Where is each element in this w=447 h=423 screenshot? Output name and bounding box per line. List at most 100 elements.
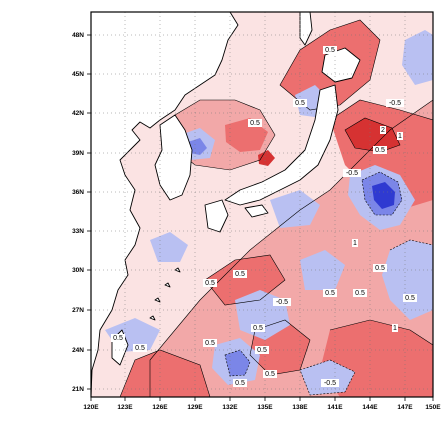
negative-anomaly-region <box>225 350 250 376</box>
contour-label-background <box>386 99 404 107</box>
lon-tick-label: 120E <box>83 404 99 411</box>
contour-line <box>329 319 433 346</box>
lon-tick-label: 147E <box>397 404 413 411</box>
contour-label-background <box>353 289 367 297</box>
contour-label-background <box>373 146 387 154</box>
map-frame <box>90 11 434 398</box>
contour-value-label: 0.5 <box>135 345 145 352</box>
lat-tick-label: 24N <box>72 347 84 354</box>
contour-value-label: 0.5 <box>295 100 305 107</box>
contour-label-background <box>203 339 217 347</box>
contour-line <box>149 99 433 397</box>
contour-value-label: 0.5 <box>375 147 385 154</box>
contour-label-background <box>373 264 387 272</box>
contour-value-label: 0.5 <box>205 280 215 287</box>
latitude-axis: 48N 45N 42N 39N 36N 33N 30N 27N 24N 21N <box>72 32 84 393</box>
lon-tick-label: 129E <box>187 404 203 411</box>
sakhalin-island <box>299 12 313 46</box>
contour-value-label: 1 <box>393 325 397 332</box>
contour-value-label: 0.5 <box>375 265 385 272</box>
longitude-ticks <box>90 397 434 401</box>
contour-label-background <box>293 99 307 107</box>
lon-tick-label: 126E <box>152 404 168 411</box>
lat-tick-label: 39N <box>72 150 84 157</box>
contour-label-background <box>323 46 337 54</box>
anomaly-shading <box>105 20 433 397</box>
contour-label-background <box>392 324 398 332</box>
contour-label-background <box>255 346 269 354</box>
contour-label-background <box>251 324 265 332</box>
kyushu-island <box>204 199 229 233</box>
lat-tick-label: 21N <box>72 386 84 393</box>
longitude-axis: 120E 123E 126E 129E 132E 135E 138E 141E … <box>83 404 441 411</box>
contour-value-label: 0.5 <box>325 47 335 54</box>
lon-tick-label: 144E <box>362 404 378 411</box>
contour-value-label: 0.5 <box>250 120 260 127</box>
contour-label-background <box>203 279 217 287</box>
contour-line <box>224 349 251 377</box>
contour-label-background <box>248 119 262 127</box>
contour-label-background <box>397 132 403 140</box>
contour-label-background <box>323 289 337 297</box>
contour-value-label: -0.5 <box>276 299 288 306</box>
lat-tick-label: 45N <box>72 71 84 78</box>
contour-value-label: 0.5 <box>405 295 415 302</box>
negative-anomaly-region <box>188 138 207 155</box>
contour-value-label: -0.5 <box>346 170 358 177</box>
negative-anomaly-region <box>270 190 320 228</box>
contour-line <box>344 117 401 153</box>
lon-tick-label: 150E <box>425 404 441 411</box>
positive-anomaly-region <box>345 118 400 152</box>
contour-label-background <box>380 126 386 134</box>
lon-tick-label: 135E <box>257 404 273 411</box>
positive-anomaly-region <box>120 350 210 397</box>
lon-tick-label: 141E <box>327 404 343 411</box>
lat-tick-label: 48N <box>72 32 84 39</box>
lon-tick-label: 123E <box>117 404 133 411</box>
contour-value-label: -0.5 <box>324 380 336 387</box>
contour-label-background <box>343 169 361 177</box>
lat-tick-label: 36N <box>72 189 84 196</box>
contour-line <box>204 254 286 306</box>
positive-anomaly-region <box>258 150 275 166</box>
shikoku-island <box>244 204 269 218</box>
contour-label-background <box>133 344 147 352</box>
contour-line <box>389 239 433 251</box>
contour-label-background <box>233 379 247 387</box>
map-plot-area: 0.5 0.5 0.5 1 1 1 2 0.5 0.5 0.5 0.5 -0.5 -0.5 0.5 0.5 0… <box>91 12 433 397</box>
lon-tick-label: 138E <box>292 404 308 411</box>
contour-label-background <box>352 239 358 247</box>
latitude-ticks <box>87 34 91 390</box>
lon-tick-label: 132E <box>222 404 238 411</box>
contour-value-label: 2 <box>381 127 385 134</box>
korean-peninsula <box>154 114 193 201</box>
contour-value-label: 0.5 <box>325 290 335 297</box>
contour-value-label: 0.5 <box>253 325 263 332</box>
contour-line <box>329 99 433 121</box>
asian-mainland <box>91 12 239 397</box>
negative-anomaly-region <box>372 182 395 209</box>
contour-value-label: 0.5 <box>257 347 267 354</box>
negative-anomaly-region <box>402 30 433 85</box>
contour-line <box>361 171 403 216</box>
contour-value-label: 0.5 <box>113 335 123 342</box>
contour-value-label: 0.5 <box>235 271 245 278</box>
contour-value-label: 0.5 <box>355 290 365 297</box>
contour-label-background <box>273 298 291 306</box>
lat-tick-label: 27N <box>72 307 84 314</box>
lat-tick-label: 33N <box>72 228 84 235</box>
contour-value-label: 0.5 <box>265 371 275 378</box>
negative-anomaly-region <box>300 360 355 395</box>
contour-value-label: 1 <box>398 133 402 140</box>
negative-anomaly-region <box>150 232 188 262</box>
negative-anomaly-region <box>300 250 345 290</box>
contour-value-label: 1 <box>353 240 357 247</box>
land-masses <box>91 12 361 397</box>
lat-tick-label: 30N <box>72 267 84 274</box>
contour-value-label: 0.5 <box>235 380 245 387</box>
honshu-island <box>224 84 339 206</box>
contour-label-background <box>233 270 247 278</box>
contour-lines <box>119 19 433 397</box>
contour-label-background <box>111 334 125 342</box>
